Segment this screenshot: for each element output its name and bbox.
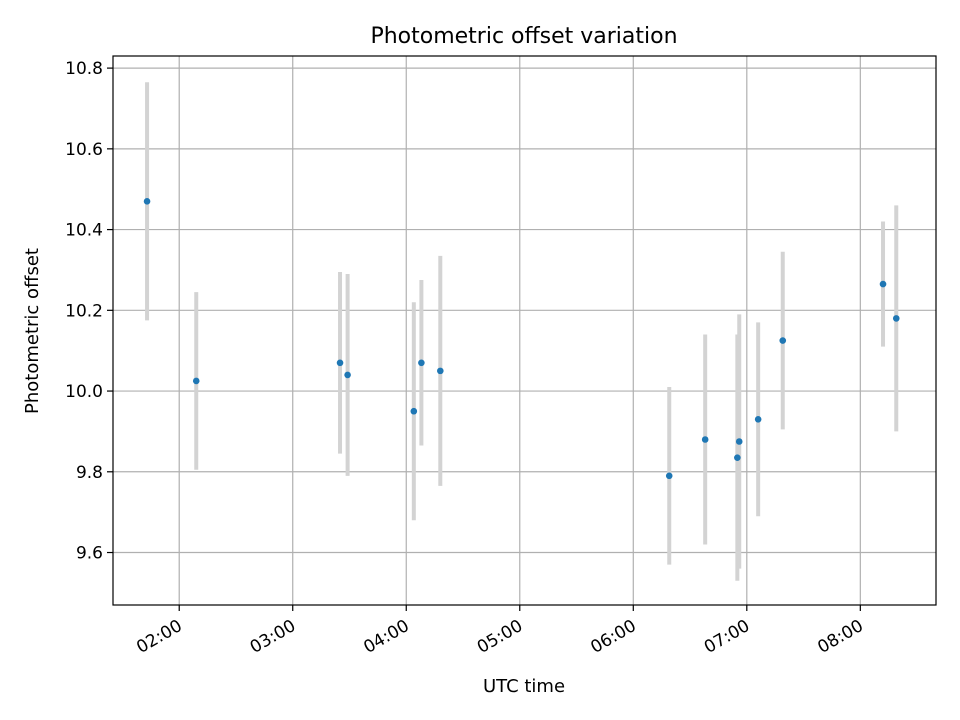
y-tick-label: 10.0: [65, 382, 103, 402]
data-point: [779, 337, 787, 344]
data-points: [143, 198, 900, 480]
y-tick-label: 9.6: [76, 544, 103, 564]
error-bars: [145, 82, 899, 581]
y-axis-label: Photometric offset: [22, 248, 43, 414]
x-tick-label: 08:00: [814, 616, 866, 658]
x-axis: 02:00 03:00 04:00 05:00 06:00 07:00 08:00: [133, 605, 867, 658]
y-tick-label: 10.6: [65, 140, 103, 160]
y-axis: 9.6 9.8 10.0 10.2 10.4 10.6 10.8: [65, 59, 113, 564]
x-axis-label: UTC time: [483, 676, 565, 697]
data-point: [734, 454, 741, 461]
data-point: [192, 377, 200, 385]
y-tick-label: 10.2: [65, 301, 103, 321]
data-point: [892, 315, 900, 322]
x-tick-label: 05:00: [474, 616, 526, 658]
data-point: [701, 436, 709, 443]
x-tick-label: 02:00: [133, 616, 185, 658]
data-point: [754, 416, 762, 423]
x-tick-label: 07:00: [701, 616, 753, 658]
data-point: [735, 438, 743, 445]
grid: [113, 56, 936, 605]
data-point: [665, 472, 673, 480]
data-point: [418, 359, 425, 367]
x-tick-label: 06:00: [587, 616, 639, 658]
data-point: [336, 359, 344, 367]
chart-title: Photometric offset variation: [370, 24, 677, 49]
data-point: [437, 367, 444, 375]
y-tick-label: 10.4: [65, 221, 103, 241]
y-tick-label: 10.8: [65, 59, 103, 79]
x-tick-label: 04:00: [360, 616, 412, 658]
x-tick-label: 03:00: [247, 616, 299, 658]
y-tick-label: 9.8: [76, 463, 103, 483]
data-point: [879, 280, 887, 288]
data-point: [344, 371, 351, 379]
data-point: [143, 198, 151, 205]
data-point: [410, 407, 418, 415]
plot-frame: [112, 55, 937, 606]
